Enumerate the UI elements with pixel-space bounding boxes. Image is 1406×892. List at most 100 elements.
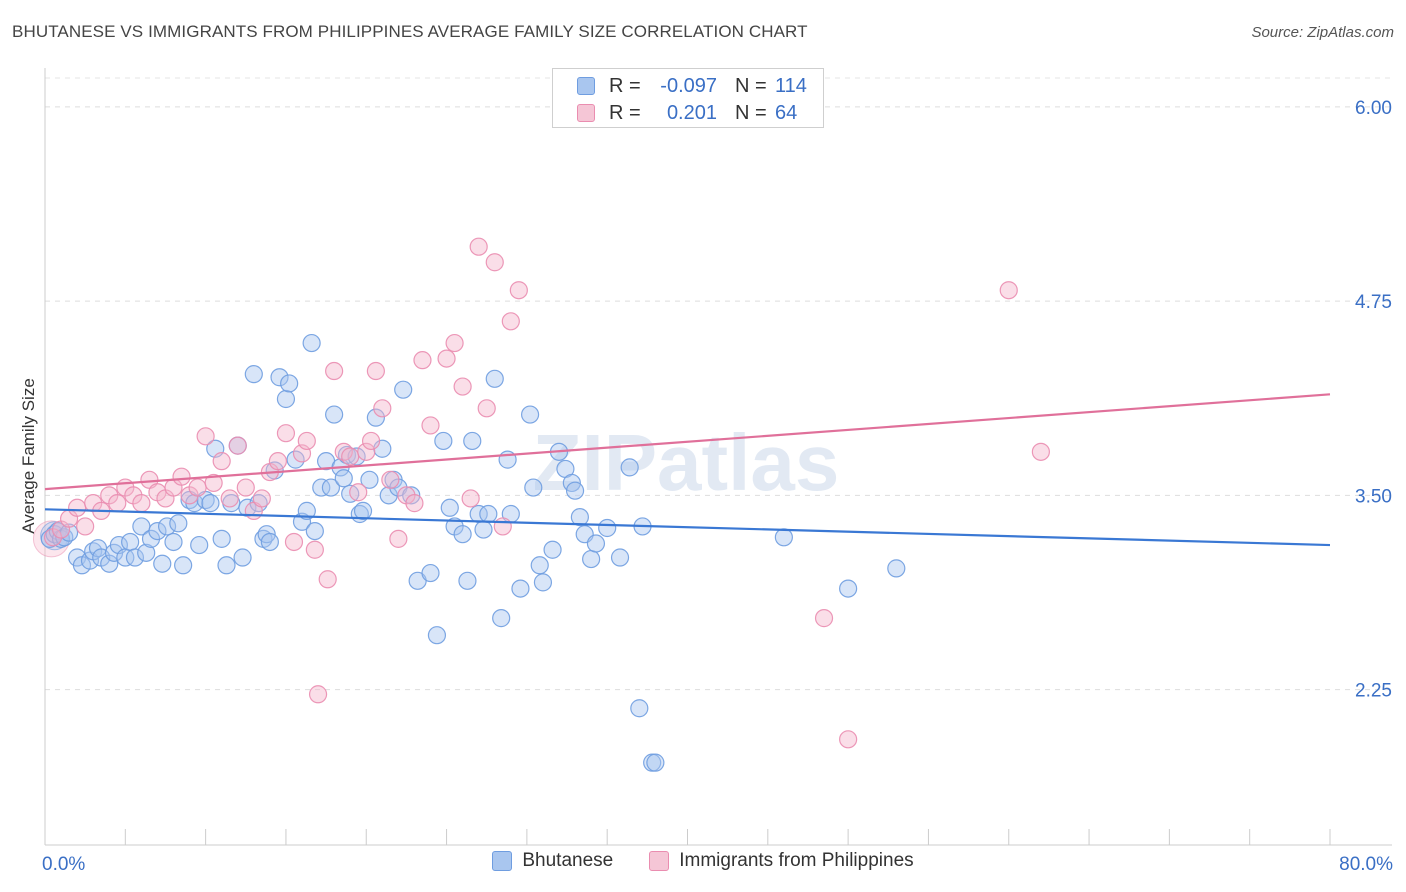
chart-title: BHUTANESE VS IMMIGRANTS FROM PHILIPPINES… [12,22,808,41]
philippines-point [108,494,127,513]
bhutanese-point [137,543,156,562]
philippines-point [373,399,392,418]
philippines-point [389,529,408,548]
philippines-point [276,424,296,443]
philippines-point [305,540,324,559]
bhutanese-point [164,532,183,552]
bhutanese-point [212,529,231,548]
philippines-point [1031,442,1050,461]
philippines-point [268,452,288,471]
y-tick-label: 2.25 [1355,681,1392,702]
philippines-point [509,281,528,300]
philippines-point [445,333,464,353]
philippines-point [132,494,151,513]
bhutanese-point [565,481,585,500]
legend-label: Bhutanese [522,850,614,871]
bhutanese-point [620,458,639,477]
philippines-point [493,517,512,536]
philippines-point [366,361,385,381]
bhutanese-point [511,579,530,598]
bhutanese-point [360,470,379,489]
bhutanese-point [325,405,344,424]
data-points [32,237,1050,772]
philippines-point [284,532,304,552]
r-label: R = [609,74,641,97]
n-label: N = [735,101,767,124]
philippines-point [76,517,95,536]
bhutanese-point [280,374,299,393]
bhutanese-point [276,389,296,409]
philippines-trend-line [44,393,1331,491]
trend-lines [44,393,1331,547]
x-tick-label: 80.0% [1339,854,1393,875]
philippines-point [297,431,316,451]
bhutanese-point [453,525,472,544]
bhutanese-point [610,548,630,567]
philippines-point [839,730,858,749]
source-credit: Source: ZipAtlas.com [1251,24,1394,41]
philippines-point [421,416,440,435]
legend-item-bhutanese[interactable]: Bhutanese [492,850,613,872]
bhutanese-point [530,556,549,575]
bhutanese-point [434,431,453,451]
bhutanese-point [421,563,440,583]
bhutanese-point [839,579,858,598]
philippines-point [196,427,215,446]
philippines-point [68,498,87,517]
bhutanese-point [157,517,177,536]
philippines-point [188,478,207,497]
philippines-point [228,436,247,455]
bhutanese-point [427,626,447,645]
bhutanese-point [270,368,289,387]
philippines-point [477,399,496,418]
philippines-point [220,489,239,508]
bhutanese-point [458,571,477,590]
philippines-point [349,483,368,502]
bhutanese-point [366,408,385,427]
bhutanese-swatch [492,851,513,871]
philippines-point [252,489,271,508]
bhutanese-point [598,518,617,538]
philippines-point [381,470,400,489]
n-value: 64 [775,101,798,124]
bhutanese-point [479,504,498,524]
bhutanese-point [570,508,589,527]
philippines-point [469,237,488,256]
bhutanese-point [630,699,649,718]
philippines-point [501,312,520,331]
y-axis-label: Average Family Size [19,378,38,534]
philippines-point [172,467,191,486]
bhutanese-point [520,405,540,424]
bhutanese-point [533,573,553,592]
bhutanese-point [305,521,324,541]
philippines-point [453,377,472,396]
bhutanese-point [321,478,341,497]
bhutanese-point [121,532,140,552]
bhutanese-point [244,365,263,384]
bhutanese-point [492,609,511,628]
bhutanese-point [887,559,906,578]
bhutanese-point [201,494,220,513]
legend-item-philippines[interactable]: Immigrants from Philippines [649,850,914,872]
axes [44,68,1392,846]
philippines-point [485,253,504,272]
bhutanese-point [260,532,279,552]
x-tick-label: 0.0% [42,854,85,875]
bhutanese-point [774,528,793,547]
bhutanese-point [440,498,459,517]
philippines-swatch [649,851,670,871]
philippines-point [413,351,432,370]
bhutanese-point [302,333,321,353]
bhutanese-point [233,548,252,567]
philippines-point [236,478,255,497]
bhutanese-point [217,556,236,575]
stats-row-bhutanese: R = -0.097 N = 114 [577,73,807,99]
bhutanese-swatch [577,77,595,95]
bhutanese-point [646,753,665,772]
gridlines [45,77,1392,691]
bhutanese-point [153,554,172,573]
philippines-point [308,685,328,704]
n-label: N = [735,74,767,97]
bhutanese-point [485,369,504,388]
